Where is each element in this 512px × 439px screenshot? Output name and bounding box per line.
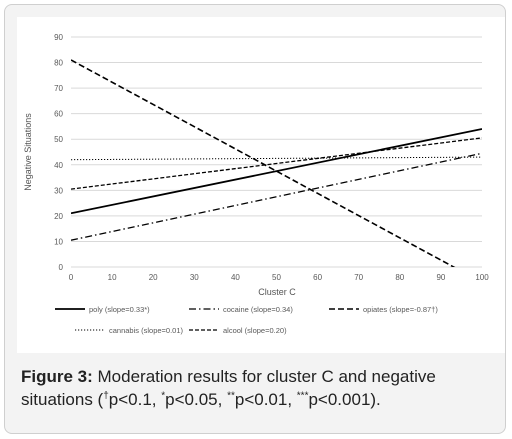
caption-text: p<0.1, <box>108 390 162 409</box>
chart-panel: 0 10 20 30 40 50 60 70 80 90 0 10 20 30 40 50 60 70 80 90 10… <box>17 17 505 353</box>
caption-text: Moderation results for cluster C and neg… <box>21 367 436 409</box>
x-tick-label: 40 <box>231 273 240 282</box>
x-tick-label: 80 <box>395 273 404 282</box>
legend-label: alcool (slope=0.20) <box>223 326 287 335</box>
x-tick-label: 20 <box>149 273 158 282</box>
figure-caption: Figure 3: Moderation results for cluster… <box>21 365 501 411</box>
caption-text: p<0.001). <box>308 390 381 409</box>
caption-sup: *** <box>296 390 309 402</box>
x-tick-label: 0 <box>69 273 74 282</box>
y-tick-label: 0 <box>59 263 64 272</box>
caption-text: p<0.01, <box>234 390 297 409</box>
y-tick-label: 70 <box>54 84 63 93</box>
x-tick-label: 90 <box>436 273 445 282</box>
x-axis-label: Cluster C <box>258 287 296 297</box>
series-line <box>71 152 482 241</box>
y-tick-label: 90 <box>54 33 63 42</box>
series-line <box>71 128 482 215</box>
figure-label: Figure 3: <box>21 367 93 386</box>
x-tick-label: 60 <box>313 273 322 282</box>
y-tick-label: 50 <box>54 135 63 144</box>
series-line <box>71 156 482 161</box>
caption-sup: ** <box>227 390 235 402</box>
caption-text: p<0.05, <box>165 390 228 409</box>
legend-label: opiates (slope=-0.87†) <box>363 305 438 314</box>
x-tick-label: 30 <box>190 273 199 282</box>
y-tick-label: 30 <box>54 186 63 195</box>
series-line <box>71 137 482 190</box>
legend-label: cocaine (slope=0.34) <box>223 305 293 314</box>
series-line <box>71 59 456 267</box>
caption-sup-dagger: † <box>103 390 109 402</box>
legend-label: poly (slope=0.33*) <box>89 305 150 314</box>
x-tick-label: 50 <box>272 273 281 282</box>
y-tick-label: 10 <box>54 237 63 246</box>
y-tick-label: 60 <box>54 110 63 119</box>
y-tick-label: 40 <box>54 161 63 170</box>
line-chart: 0 10 20 30 40 50 60 70 80 90 0 10 20 30 40 50 60 70 80 90 10… <box>23 33 489 335</box>
x-tick-label: 70 <box>354 273 363 282</box>
y-tick-label: 80 <box>54 59 63 68</box>
x-tick-label: 100 <box>475 273 489 282</box>
x-tick-label: 10 <box>108 273 117 282</box>
figure-container: 0 10 20 30 40 50 60 70 80 90 0 10 20 30 40 50 60 70 80 90 10… <box>4 4 506 434</box>
y-axis-label: Negative Situations <box>23 113 33 191</box>
caption-sup: * <box>161 390 166 402</box>
legend-label: cannabis (slope=0.01) <box>109 326 184 335</box>
y-tick-label: 20 <box>54 212 63 221</box>
